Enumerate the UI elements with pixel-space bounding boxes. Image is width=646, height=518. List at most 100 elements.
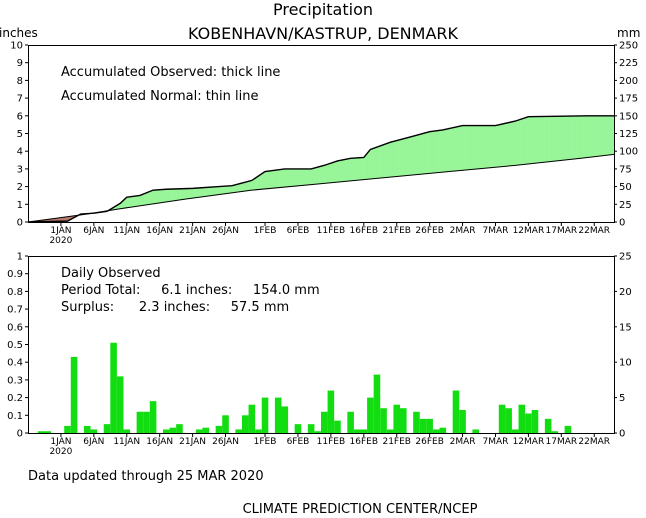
daily-precip-bar	[518, 404, 526, 433]
date-tick-label: 2MAR	[450, 437, 476, 447]
surplus-area	[452, 127, 455, 172]
daily-precip-bar	[452, 390, 460, 433]
surplus-area	[595, 115, 598, 157]
surplus-area	[305, 168, 309, 186]
date-tick-label: 26FEB	[415, 226, 444, 236]
surplus-area	[182, 188, 185, 200]
surplus-area	[506, 122, 509, 167]
surplus-area	[561, 115, 564, 161]
surplus-area	[291, 168, 294, 187]
surplus-area	[404, 137, 407, 176]
surplus-area	[353, 157, 356, 181]
date-tick-label: 17MAR	[546, 226, 578, 236]
surplus-area	[296, 168, 299, 187]
date-tick-label: 11FEB	[317, 437, 346, 447]
surplus-area	[162, 189, 165, 203]
surplus-area	[577, 115, 580, 159]
left-tick-label: 1	[17, 200, 23, 211]
surplus-area	[538, 116, 541, 164]
left-tick-label: 5	[17, 129, 23, 140]
daily-precip-bar	[413, 411, 420, 433]
surplus-area	[337, 160, 340, 183]
surplus-area	[477, 125, 480, 170]
surplus-area	[310, 168, 313, 185]
surplus-area	[271, 170, 274, 189]
surplus-area	[556, 116, 559, 162]
surplus-area	[485, 125, 488, 169]
daily-precip-bar	[294, 424, 302, 433]
surplus-area	[220, 186, 223, 195]
surplus-area	[594, 115, 597, 157]
surplus-area	[552, 116, 555, 162]
surplus-area	[175, 188, 178, 201]
surplus-area	[335, 160, 338, 183]
left-tick-label: 0.7	[7, 305, 23, 316]
surplus-area	[381, 144, 384, 179]
surplus-area	[610, 115, 613, 156]
left-tick-label: 0.3	[7, 375, 23, 386]
surplus-area	[401, 138, 404, 177]
surplus-area	[231, 185, 234, 194]
surplus-area	[198, 187, 202, 198]
surplus-area	[490, 125, 493, 168]
surplus-area	[442, 129, 445, 173]
data-updated-note: Data updated through 25 MAR 2020	[28, 469, 264, 484]
daily-precip-bar	[44, 431, 52, 433]
surplus-area	[544, 116, 547, 163]
date-tick-label: 6JAN	[83, 226, 104, 236]
surplus-area	[421, 133, 424, 175]
left-tick-label: 7	[17, 94, 23, 105]
surplus-area	[225, 185, 228, 194]
surplus-area	[228, 185, 231, 194]
daily-precip-bar	[347, 411, 354, 433]
surplus-area	[128, 196, 131, 208]
surplus-area	[396, 139, 399, 177]
surplus-area	[226, 185, 230, 194]
surplus-area	[569, 115, 572, 160]
surplus-area	[292, 168, 295, 187]
surplus-area	[478, 125, 481, 169]
daily-precip-bar	[235, 429, 242, 433]
surplus-area	[212, 186, 215, 196]
daily-precip-bar	[248, 404, 256, 433]
surplus-area	[470, 125, 473, 170]
year-label: 2020	[49, 447, 72, 457]
surplus-area	[317, 166, 320, 185]
surplus-area	[332, 161, 335, 183]
normal-legend-note: Accumulated Normal: thin line	[61, 89, 259, 104]
daily-precip-bar	[505, 408, 512, 433]
surplus-area	[360, 157, 363, 181]
daily-precip-bar	[37, 431, 45, 433]
surplus-area	[501, 123, 504, 167]
surplus-area	[189, 188, 192, 199]
left-tick-label: 0.2	[7, 393, 23, 404]
surplus-area	[243, 181, 246, 192]
surplus-area	[585, 115, 588, 158]
surplus-area	[412, 135, 416, 176]
surplus-area	[394, 140, 397, 177]
surplus-area	[245, 181, 248, 192]
surplus-area	[218, 186, 221, 195]
surplus-area	[416, 134, 419, 175]
surplus-area	[455, 126, 458, 172]
surplus-area	[496, 124, 499, 168]
surplus-area	[457, 126, 460, 171]
observed-legend-note: Accumulated Observed: thick line	[61, 65, 280, 80]
date-tick-label: 21JAN	[179, 437, 206, 447]
surplus-area	[464, 125, 467, 171]
surplus-area	[363, 154, 366, 180]
surplus-area	[608, 115, 611, 156]
surplus-area	[302, 168, 305, 186]
surplus-area	[598, 115, 602, 157]
surplus-area	[375, 146, 378, 179]
surplus-area	[571, 115, 574, 160]
daily-precip-bar	[241, 415, 249, 433]
date-tick-label: 12MAR	[513, 226, 545, 236]
surplus-area	[411, 135, 414, 176]
date-tick-label: 21JAN	[179, 226, 206, 236]
surplus-area	[592, 115, 595, 158]
daily-precip-bar	[176, 424, 183, 433]
surplus-area	[187, 188, 190, 199]
left-tick-label: 6	[17, 111, 23, 122]
